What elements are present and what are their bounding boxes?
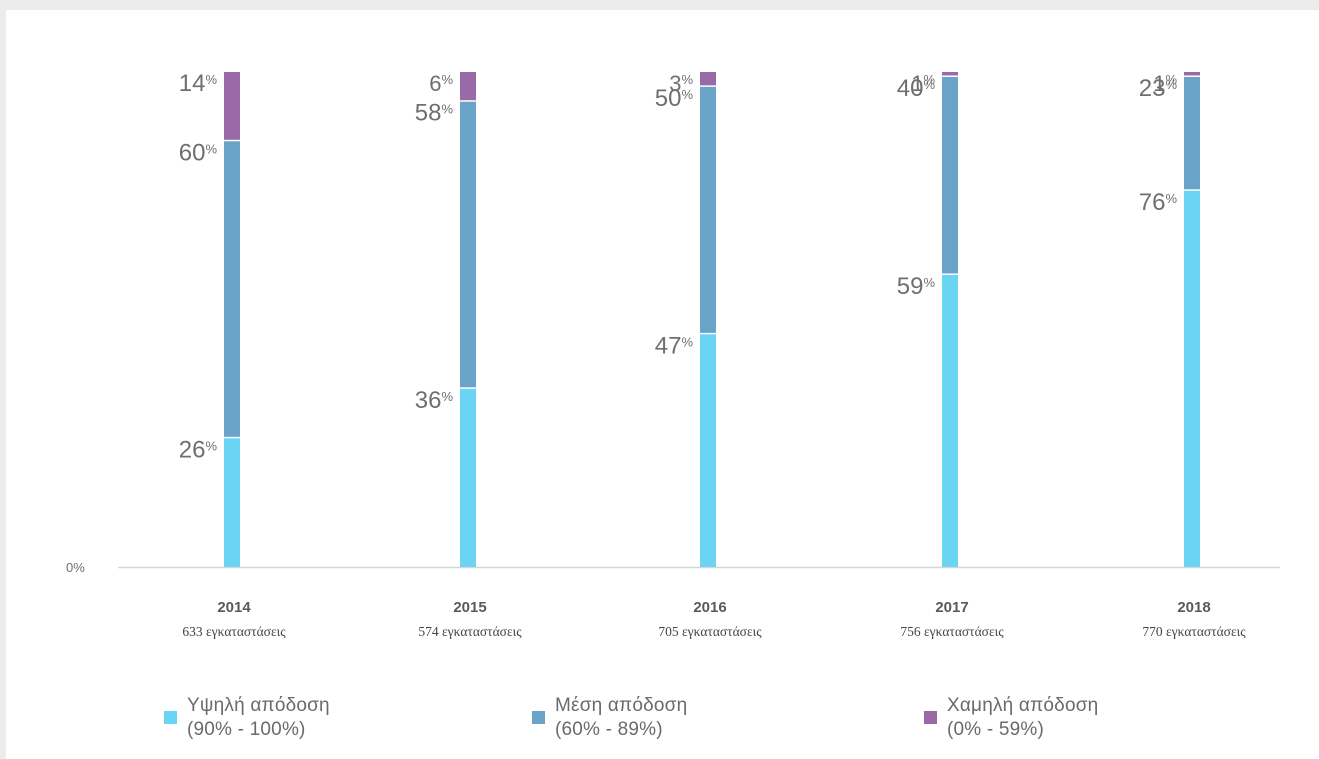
category-label-2014: 2014 (217, 599, 251, 616)
y-axis-zero-label: 0% (66, 560, 85, 575)
legend-item-medium: Μέση απόδοση (60% - 89%) (532, 694, 687, 742)
category-label-2016: 2016 (693, 599, 726, 616)
legend-label-low: Χαμηλή απόδοση (947, 695, 1099, 716)
data-label-high-2016: 47% (655, 332, 694, 359)
bar-segment-high-2015 (460, 388, 476, 567)
bar-segment-medium-2018 (1184, 76, 1200, 190)
legend-item-low: Χαμηλή απόδοση (0% - 59%) (924, 694, 1098, 742)
category-sublabel-2016: 705 εγκαταστάσεις (658, 624, 762, 639)
bar-segment-low-2016 (700, 72, 716, 86)
data-label-high-2017: 59% (897, 273, 936, 300)
chart-card: 0% 26% 60% 14% 2014 633 εγκαταστάσεις 36% 58% 6%… (6, 10, 1319, 759)
legend-swatch-low (924, 711, 937, 724)
legend-swatch-high (164, 711, 177, 724)
data-label-medium-2016: 50% (655, 85, 694, 112)
legend-range-low: (0% - 59%) (947, 719, 1045, 740)
data-label-high-2015: 36% (415, 387, 454, 414)
data-label-medium-2017: 40% (897, 75, 936, 102)
bar-segment-high-2018 (1184, 190, 1200, 568)
stacked-bar-chart: 0% 26% 60% 14% 2014 633 εγκαταστάσεις 36% 58% 6%… (66, 70, 1280, 639)
legend-item-high: Υψηλή απόδοση (90% - 100%) (164, 694, 330, 742)
data-label-medium-2018: 23% (1139, 75, 1178, 102)
legend-range-medium: (60% - 89%) (555, 719, 663, 740)
bar-segment-medium-2017 (942, 76, 958, 274)
bar-segment-high-2014 (224, 438, 240, 567)
bar-segment-low-2018 (1184, 72, 1200, 76)
legend-label-medium: Μέση απόδοση (555, 695, 688, 716)
bar-segment-medium-2015 (460, 101, 476, 388)
legend-label-high: Υψηλή απόδοση (187, 695, 330, 716)
bar-segment-low-2015 (460, 72, 476, 101)
legend-swatch-medium (532, 711, 545, 724)
data-label-high-2018: 76% (1139, 189, 1178, 216)
category-label-2018: 2018 (1177, 599, 1210, 616)
data-label-low-2018: 1% (1153, 71, 1177, 96)
data-label-low-2015: 6% (429, 71, 453, 96)
bar-segment-medium-2016 (700, 86, 716, 333)
category-label-2017: 2017 (935, 599, 968, 616)
category-sublabel-2015: 574 εγκαταστάσεις (418, 624, 522, 639)
bar-segment-low-2017 (942, 72, 958, 76)
category-sublabel-2014: 633 εγκαταστάσεις (182, 624, 286, 639)
bar-segment-high-2017 (942, 274, 958, 567)
bar-segment-medium-2014 (224, 141, 240, 437)
legend-range-high: (90% - 100%) (187, 719, 306, 740)
data-label-medium-2015: 58% (415, 100, 454, 127)
bar-segment-high-2016 (700, 334, 716, 567)
category-sublabel-2017: 756 εγκαταστάσεις (900, 624, 1004, 639)
category-label-2015: 2015 (453, 599, 486, 616)
data-label-high-2014: 26% (179, 436, 218, 463)
bar-segment-low-2014 (224, 72, 240, 140)
data-label-medium-2014: 60% (179, 139, 218, 166)
data-label-low-2016: 3% (669, 71, 693, 96)
data-label-low-2017: 1% (911, 71, 935, 96)
category-sublabel-2018: 770 εγκαταστάσεις (1142, 624, 1246, 639)
data-label-low-2014: 14% (179, 70, 218, 97)
